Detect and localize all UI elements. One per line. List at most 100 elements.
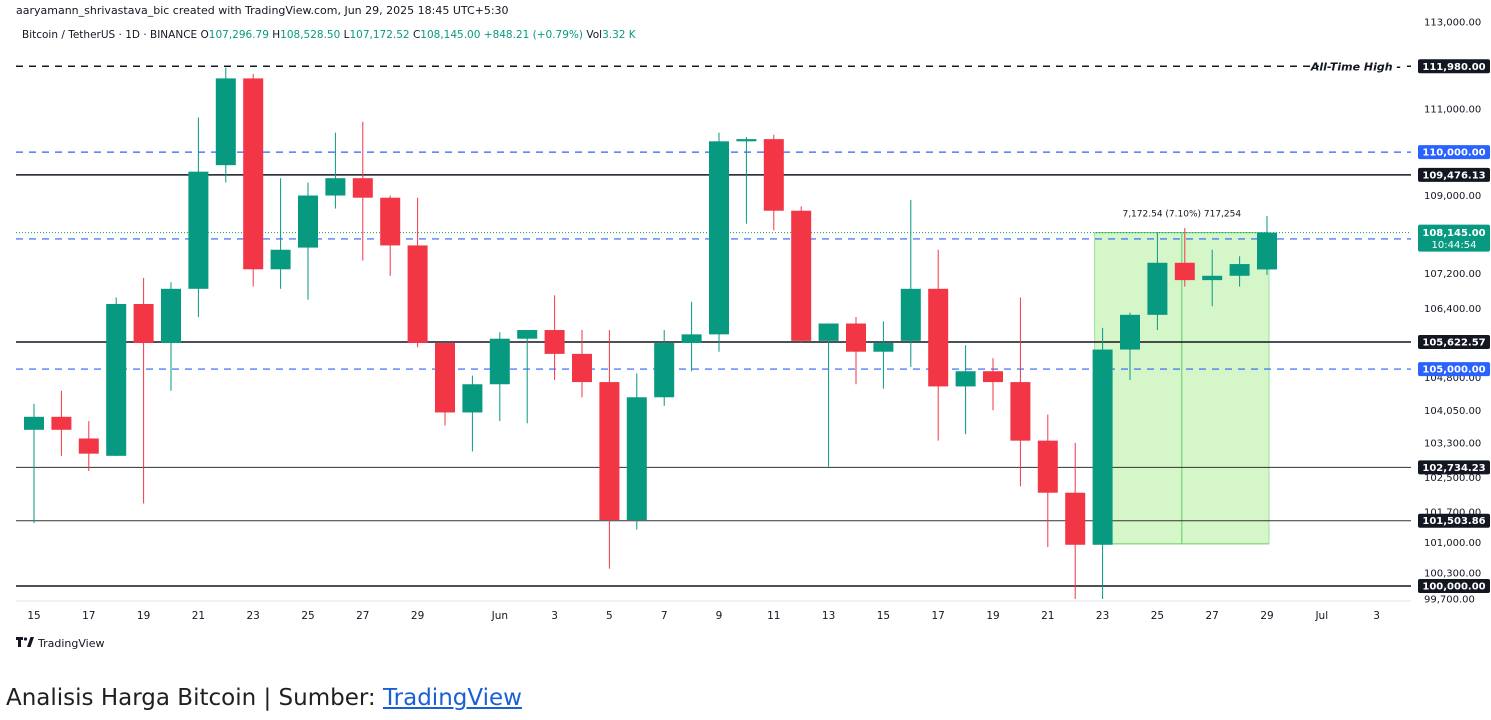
ath-annotation-bg — [1319, 58, 1407, 75]
candle-body-27 — [763, 139, 784, 211]
candle-body-17 — [489, 338, 510, 385]
candle-body-43 — [1202, 275, 1223, 281]
candle-body-14 — [407, 245, 428, 344]
tradingview-logo-icon — [16, 637, 34, 650]
level-price-tag-2 — [1418, 167, 1490, 182]
candle-body-21 — [599, 382, 620, 521]
candle-body-7 — [215, 78, 236, 166]
ohlc-close-value: 108,145.00 — [420, 29, 481, 41]
x-tick-label-9: 3 — [551, 610, 558, 622]
candle-body-18 — [517, 330, 538, 339]
tradingview-logo[interactable]: TradingView — [16, 637, 104, 650]
level-price-label-6: 102,734.23 — [1422, 463, 1485, 474]
level-price-label-0: 111,980.00 — [1422, 62, 1485, 73]
y-tick-label-2: 109,000.00 — [1424, 191, 1481, 202]
chart-canvas[interactable]: 7,172.54 (7.10%) 717,254 113,000.00 111,00… — [0, 0, 1491, 660]
x-tick-label-7: 29 — [411, 610, 424, 622]
level-price-tag-8 — [1418, 578, 1490, 593]
candle-body-22 — [626, 397, 647, 521]
candle-body-24 — [681, 334, 702, 344]
caption-link[interactable]: TradingView — [382, 685, 522, 711]
x-tick-label-6: 27 — [356, 610, 369, 622]
ohlc-low-label: L — [343, 29, 350, 41]
measure-label: 7,172.54 (7.10%) 717,254 — [1122, 210, 1241, 220]
ohlc-close-label: C — [412, 29, 421, 41]
x-tick-label-13: 11 — [767, 610, 780, 622]
ath-annotation-label: All-Time High - — [1310, 60, 1401, 73]
candle-body-15 — [435, 343, 455, 413]
candle-body-25 — [709, 141, 729, 335]
level-price-tag-6 — [1418, 460, 1490, 475]
candle-body-12 — [352, 178, 373, 198]
candle-body-35 — [983, 371, 1003, 383]
change-value: +848.21 (+0.79%) — [483, 29, 583, 41]
x-tick-label-0: 15 — [27, 610, 40, 622]
level-price-label-1: 110,000.00 — [1422, 148, 1485, 159]
candle-body-8 — [243, 78, 264, 270]
candle-body-3 — [106, 303, 127, 456]
candle-body-37 — [1037, 440, 1058, 493]
candle-body-39 — [1092, 349, 1113, 545]
candle-body-28 — [791, 210, 812, 341]
level-price-tag-5 — [1418, 362, 1490, 377]
x-tick-label-2: 19 — [137, 610, 150, 622]
x-tick-label-20: 25 — [1151, 610, 1164, 622]
x-tick-label-12: 9 — [716, 610, 723, 622]
candle-body-0 — [24, 416, 44, 430]
candle-body-26 — [736, 139, 757, 142]
level-price-label-4: 105,622.57 — [1422, 338, 1485, 349]
y-tick-label-11: 100,300.00 — [1424, 568, 1481, 579]
x-tick-label-17: 19 — [986, 610, 999, 622]
level-price-label-8: 100,000.00 — [1422, 581, 1485, 592]
volume-value: 3.32 K — [602, 29, 636, 41]
candle-body-16 — [462, 384, 483, 413]
candle-body-4 — [133, 303, 154, 344]
y-tick-label-10: 101,000.00 — [1424, 538, 1481, 549]
y-tick-label-5: 104,800.00 — [1424, 373, 1481, 384]
x-tick-label-8: Jun — [491, 610, 508, 622]
level-price-tag-0 — [1418, 59, 1490, 74]
x-tick-label-11: 7 — [661, 610, 668, 622]
current-price-countdown: 10:44:54 — [1432, 240, 1477, 251]
candle-body-9 — [270, 249, 291, 270]
current-price-tag — [1418, 224, 1490, 252]
symbol-name: Bitcoin / TetherUS · 1D · BINANCE — [22, 29, 198, 41]
x-tick-label-4: 23 — [247, 610, 260, 622]
y-tick-label-7: 103,300.00 — [1424, 438, 1481, 449]
candle-body-30 — [846, 323, 866, 352]
candle-body-20 — [572, 353, 592, 383]
candle-body-33 — [928, 288, 949, 387]
y-tick-label-9: 101,700.00 — [1424, 508, 1481, 519]
ohlc-high-label: H — [272, 29, 281, 41]
x-tick-label-21: 27 — [1206, 610, 1219, 622]
price-chart[interactable]: 7,172.54 (7.10%) 717,254 113,000.00 111,00… — [0, 0, 1491, 660]
x-tick-label-14: 13 — [822, 610, 835, 622]
y-tick-label-0: 113,000.00 — [1424, 18, 1481, 29]
level-price-label-7: 101,503.86 — [1422, 516, 1485, 527]
candle-body-44 — [1229, 264, 1250, 276]
y-tick-label-1: 111,000.00 — [1424, 104, 1481, 115]
level-price-label-2: 109,476.13 — [1422, 170, 1485, 181]
x-tick-label-5: 25 — [301, 610, 314, 622]
candle-body-34 — [955, 371, 976, 387]
candle-body-42 — [1174, 262, 1195, 281]
x-tick-label-10: 5 — [606, 610, 613, 622]
x-tick-label-23: Jul — [1314, 610, 1328, 622]
candle-body-19 — [544, 330, 565, 354]
candle-body-41 — [1147, 262, 1168, 315]
y-tick-label-3: 107,200.00 — [1424, 269, 1481, 280]
current-price-label: 108,145.00 — [1422, 228, 1485, 239]
y-tick-label-8: 102,500.00 — [1424, 473, 1481, 484]
candle-body-6 — [188, 171, 209, 289]
candle-body-36 — [1010, 382, 1031, 441]
candle-body-40 — [1120, 314, 1140, 350]
x-tick-label-18: 21 — [1041, 610, 1054, 622]
candle-body-38 — [1065, 492, 1086, 545]
ohlc-open-value: 107,296.79 — [208, 29, 269, 41]
x-tick-label-22: 29 — [1260, 610, 1273, 622]
x-tick-label-19: 23 — [1096, 610, 1109, 622]
y-tick-label-12: 99,700.00 — [1424, 595, 1475, 606]
y-tick-label-6: 104,050.00 — [1424, 406, 1481, 417]
x-tick-label-1: 17 — [82, 610, 95, 622]
image-caption: Analisis Harga Bitcoin | Sumber: Trading… — [6, 685, 522, 711]
